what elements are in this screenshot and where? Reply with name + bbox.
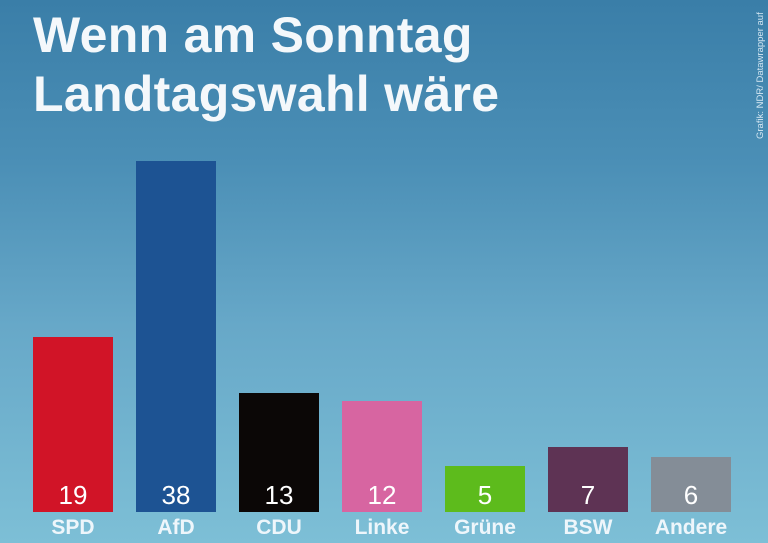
bar-value-cdu: 13 [264,480,294,510]
source-credit: Grafik: NDR/ Datawrapper auf [755,12,766,139]
bar-spd: 19 [33,337,113,512]
bar-value-spd: 19 [58,480,88,510]
bar-value-gruene: 5 [477,480,493,510]
chart-title: Wenn am Sonntag Landtagswahl wäre [33,6,499,124]
title-line-1: Wenn am Sonntag [33,7,473,63]
bar-linke: 12 [342,401,422,512]
category-label-bsw: BSW [563,516,613,539]
bar-gruene: 5 [445,466,525,512]
title-line-2: Landtagswahl wäre [33,66,500,122]
category-label-cdu: CDU [256,516,302,539]
category-label-spd: SPD [51,516,95,539]
bar-value-afd: 38 [161,480,191,510]
bar-cdu: 13 [239,393,319,512]
category-label-andere: Andere [654,516,728,539]
bar-value-bsw: 7 [580,480,596,510]
category-label-gruene: Grüne [454,516,516,539]
bar-bsw: 7 [548,447,628,512]
bar-value-linke: 12 [367,480,397,510]
category-label-linke: Linke [354,516,410,539]
bar-andere: 6 [651,457,731,512]
category-label-afd: AfD [157,516,195,539]
bar-afd: 38 [136,161,216,512]
bar-value-andere: 6 [683,480,699,510]
